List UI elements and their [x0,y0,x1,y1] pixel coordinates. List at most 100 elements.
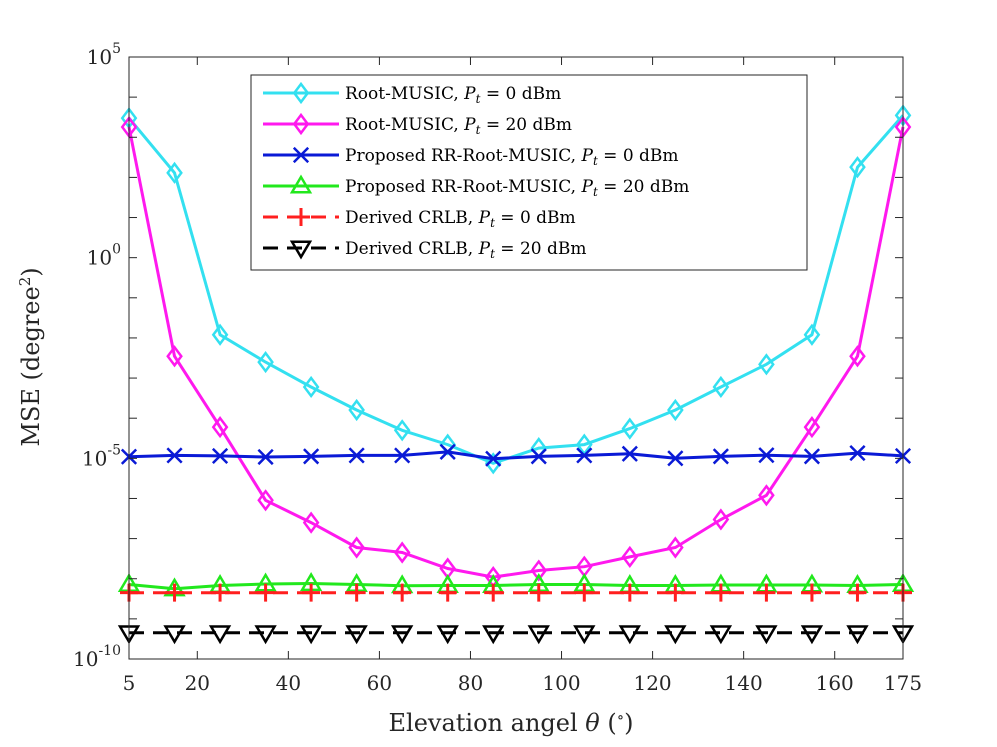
data-point [849,345,866,368]
data-point [257,489,274,512]
data-point [303,448,320,465]
data-point [712,508,730,531]
series-line [127,126,905,579]
data-point [393,541,411,564]
data-point [621,545,639,568]
data-point [530,559,548,582]
legend-label: Proposed RR-Root-MUSIC, Pt = 20 dBm [345,177,689,199]
data-point [618,625,642,645]
series-layer [117,104,915,645]
data-point [758,447,775,464]
legend-label: Derived CRLB, Pt = 20 dBm [345,239,586,261]
data-point [712,448,729,465]
legend-marker [292,81,310,105]
data-point [803,323,821,346]
data-point [166,345,183,368]
data-point [620,583,639,602]
series-6 [117,625,915,645]
data-point [393,419,411,442]
data-point [527,625,550,645]
data-point [166,447,183,464]
series-line [128,581,904,591]
data-point [257,448,274,466]
data-point [800,625,824,645]
data-point [393,583,412,602]
legend-label: Derived CRLB, Pt = 0 dBm [345,208,576,230]
data-point [711,583,730,602]
legend: Root-MUSIC, Pt = 0 dBm Root-MUSIC, Pt = 2… [250,74,808,271]
axes-box [128,56,904,660]
data-point [484,452,502,475]
data-point [299,625,323,645]
legend-marker [289,174,313,194]
x-tick-label: 140 [725,671,763,695]
data-point [438,583,457,602]
x-tick-label: 5 [123,671,136,695]
series-line [127,114,905,465]
data-point [257,351,274,374]
data-point [163,625,186,645]
legend-entry: Proposed RR-Root-MUSIC, Pt = 20 dBm [263,174,689,199]
data-point [849,445,866,462]
series-2 [120,115,912,589]
data-point [530,448,547,465]
x-tick-label: 100 [542,671,580,695]
data-point [621,445,638,462]
data-point [394,447,411,464]
data-point [758,484,775,507]
data-point [758,353,775,376]
data-point [667,536,684,559]
legend-marker [292,112,310,136]
data-point [848,583,867,602]
legend-marker [292,146,310,164]
data-point [254,625,277,645]
data-point [802,583,821,602]
data-point [348,398,365,422]
data-point [803,416,821,439]
data-point [211,447,229,464]
data-point [485,450,502,467]
data-point [575,583,594,602]
data-point [256,583,275,602]
y-tick-label: 10-5 [82,442,121,470]
data-point [348,447,365,464]
data-point [347,583,366,602]
legend-entry: Root-MUSIC, Pt = 0 dBm [263,81,561,106]
legend-label: Proposed RR-Root-MUSIC, Pt = 0 dBm [345,146,679,168]
data-point [211,323,229,346]
legend-marker [289,240,313,260]
data-point [846,625,869,645]
data-point [439,443,456,460]
data-point [664,625,687,645]
data-point [575,433,593,456]
series-line [128,450,904,461]
legend-box [250,74,808,271]
data-point [576,447,593,464]
data-point [757,583,776,602]
legend-marker [292,208,310,226]
axes-layer: 5 20 40 60 80 100 120 140 160 175 105 100 10-5 10-10 [73,41,922,695]
data-point [390,625,414,645]
data-point [755,625,778,645]
data-point [482,625,505,645]
data-point [621,417,639,440]
data-point [165,583,184,602]
legend-entry: Proposed RR-Root-MUSIC, Pt = 0 dBm [263,146,679,168]
data-point [208,625,232,645]
data-point [348,536,365,559]
x-tick-label: 40 [276,671,301,695]
data-point [302,511,320,534]
data-point [667,450,684,467]
series-5 [120,583,912,602]
data-point [709,625,733,645]
data-point [484,583,503,602]
y-tick-label: 10-10 [73,643,121,671]
data-point [345,625,368,645]
data-point [712,375,730,399]
data-point [302,583,321,602]
x-tick-label: 60 [367,671,392,695]
legend-label: Root-MUSIC, Pt = 0 dBm [345,84,561,106]
y-tick-label: 105 [87,41,121,69]
x-tick-label: 80 [458,671,483,695]
